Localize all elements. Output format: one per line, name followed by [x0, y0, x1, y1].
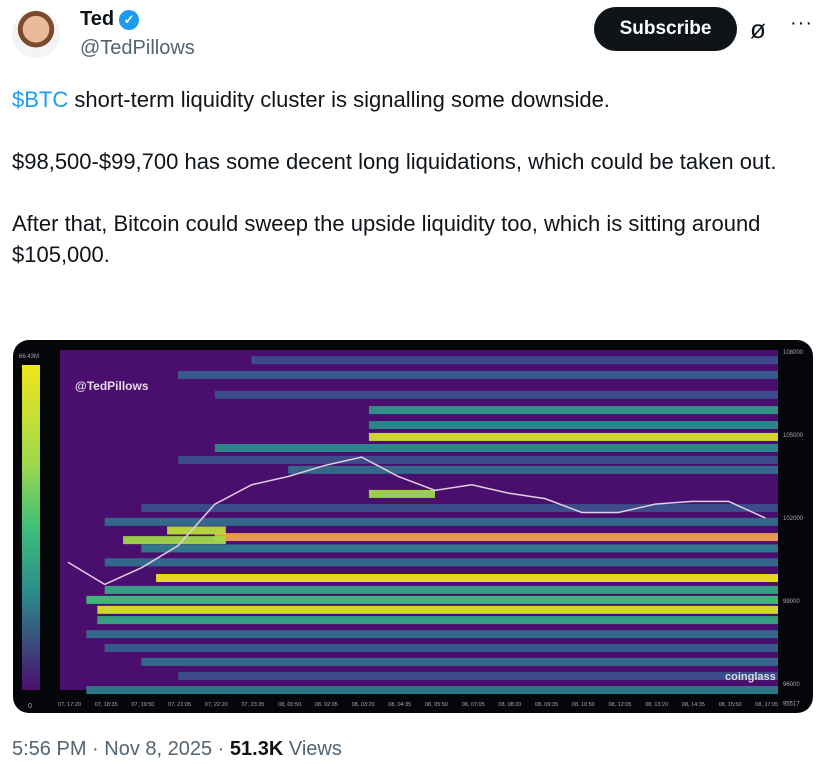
x-tick-label: 08, 04:35 [388, 702, 411, 708]
liquidity-band [141, 657, 778, 666]
x-tick-label: 07, 21:05 [168, 702, 191, 708]
liquidity-band [251, 356, 778, 365]
x-tick-label: 07, 18:35 [95, 702, 118, 708]
liquidity-band [368, 489, 435, 498]
liquidity-band [141, 544, 778, 553]
liquidity-band [104, 517, 778, 526]
liquidity-band [156, 574, 778, 583]
author-handle[interactable]: @TedPillows [80, 37, 195, 59]
x-tick-label: 08, 00:50 [278, 702, 301, 708]
liquidity-band [178, 671, 779, 680]
x-tick-label: 07, 17:20 [58, 702, 81, 708]
more-icon[interactable]: ··· [790, 12, 813, 34]
liquidation-heatmap: 66.43M 0 @TedPillows coinglass 108000 105000 1… [19, 350, 804, 710]
colorbar-max-label: 66.43M [19, 354, 39, 360]
x-tick-label: 07, 23:35 [242, 702, 265, 708]
liquidity-band [368, 421, 778, 430]
x-tick-label: 08, 13:20 [645, 702, 668, 708]
liquidity-band [97, 616, 779, 625]
liquidity-band [141, 504, 778, 513]
liquidity-band [214, 390, 779, 399]
x-tick-label: 08, 08:20 [498, 702, 521, 708]
tweet-time[interactable]: 5:56 PM [12, 738, 87, 760]
tweet-image[interactable]: 66.43M 0 @TedPillows coinglass 108000 105000 1… [13, 340, 813, 713]
y-tick-label: 105000 [783, 433, 804, 439]
x-tick-label: 08, 14:35 [682, 702, 705, 708]
x-tick-label: 08, 05:50 [425, 702, 448, 708]
colorbar [22, 365, 40, 690]
y-tick-label: 96000 [783, 682, 800, 688]
liquidity-band [123, 536, 226, 545]
liquidity-band [104, 644, 778, 653]
liquidity-band [178, 370, 779, 379]
x-tick-label: 08, 03:20 [352, 702, 375, 708]
liquidity-band [214, 533, 779, 542]
liquidity-band [97, 605, 779, 614]
coinglass-logo: coinglass [725, 671, 776, 683]
liquidity-band [86, 686, 779, 695]
liquidity-band [288, 465, 778, 474]
x-tick-label: 07, 19:50 [131, 702, 154, 708]
x-tick-label: 08, 10:50 [572, 702, 595, 708]
liquidity-band [104, 558, 778, 567]
x-tick-label: 07, 22:20 [205, 702, 228, 708]
liquidity-band [214, 444, 779, 453]
y-tick-label: 108000 [783, 350, 804, 356]
liquidity-band [368, 432, 778, 441]
liquidity-band [104, 585, 778, 594]
x-tick-label: 08, 15:50 [719, 702, 742, 708]
liquidity-band [86, 595, 779, 604]
liquidity-band [178, 455, 779, 464]
watermark: @TedPillows [75, 379, 149, 393]
liquidity-band [167, 526, 226, 535]
author-name[interactable]: Ted ✓ [80, 8, 140, 31]
grok-icon[interactable]: ø [750, 14, 766, 44]
y-tick-label: 99000 [783, 599, 800, 605]
tweet-paragraph: $98,500-$99,700 has some decent long liq… [12, 149, 777, 174]
cashtag-link[interactable]: $BTC [12, 87, 69, 112]
x-tick-label: 08, 17:05 [755, 702, 778, 708]
y-tick-label: 95517 [783, 701, 800, 707]
x-tick-label: 08, 07:05 [462, 702, 485, 708]
tweet-paragraph: After that, Bitcoin could sweep the upsi… [12, 211, 761, 267]
colorbar-min-label: 0 [28, 703, 32, 710]
liquidity-band [368, 406, 778, 415]
price-line [67, 456, 766, 586]
verified-badge-icon: ✓ [119, 9, 140, 30]
tweet-text: $BTC short-term liquidity cluster is sig… [12, 84, 812, 301]
liquidity-band [86, 630, 779, 639]
subscribe-button[interactable]: Subscribe [594, 7, 737, 51]
x-tick-label: 08, 12:05 [609, 702, 632, 708]
tweet-date[interactable]: Nov 8, 2025 [104, 738, 213, 760]
tweet-meta: 5:56 PM · Nov 8, 2025 · 51.3K Views [12, 738, 342, 760]
x-tick-label: 08, 02:05 [315, 702, 338, 708]
x-tick-label: 08, 09:35 [535, 702, 558, 708]
y-tick-label: 102000 [783, 516, 804, 522]
views-count: 51.3K [229, 738, 284, 760]
avatar[interactable] [12, 10, 60, 58]
